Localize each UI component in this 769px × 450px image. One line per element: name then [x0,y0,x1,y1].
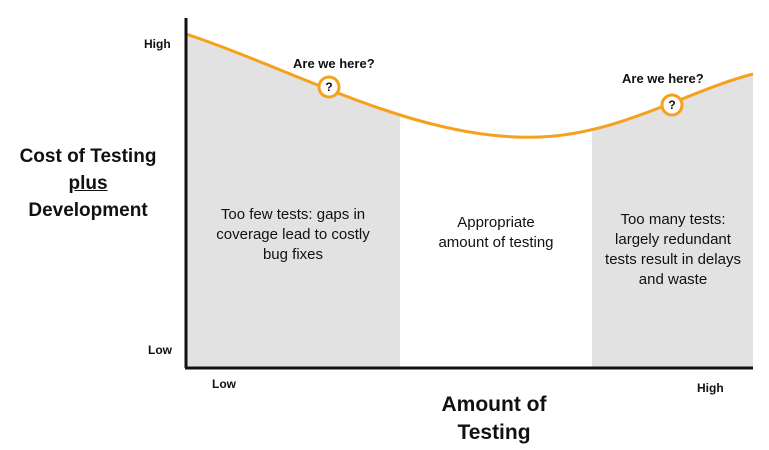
callout-right-marker-ring [660,93,684,117]
callout-left-text: Are we here? [293,56,375,71]
x-axis-label: Amount of Testing [404,391,584,447]
region-too-few-text: Too few tests: gaps in coverage lead to … [216,206,370,263]
x-axis-label-line2: Testing [457,421,531,444]
y-tick-high: High [144,37,171,51]
y-tick-low: Low [148,343,172,357]
y-axis-label-line2: plus [68,173,108,194]
callout-left-question-mark: ? [325,80,333,94]
region-appropriate-text: Appropriate amount of testing [438,214,554,251]
cost-curve [185,32,754,139]
y-axis-label-line1: Cost of Testing [19,146,157,167]
x-tick-low: Low [212,377,236,391]
y-axis-label-line3: Development [28,200,148,221]
x-axis-label-line1: Amount of [441,393,547,416]
callout-right-text: Are we here? [622,71,704,86]
region-too-many-text: Too many tests: largely redundant tests … [605,211,741,288]
callout-left-marker-ring [317,75,341,99]
above-curve-mask [186,20,753,138]
callout-right-question-mark: ? [668,98,676,112]
y-axis-label: Cost of Testing plus Development [0,143,176,224]
x-tick-high: High [697,381,724,395]
